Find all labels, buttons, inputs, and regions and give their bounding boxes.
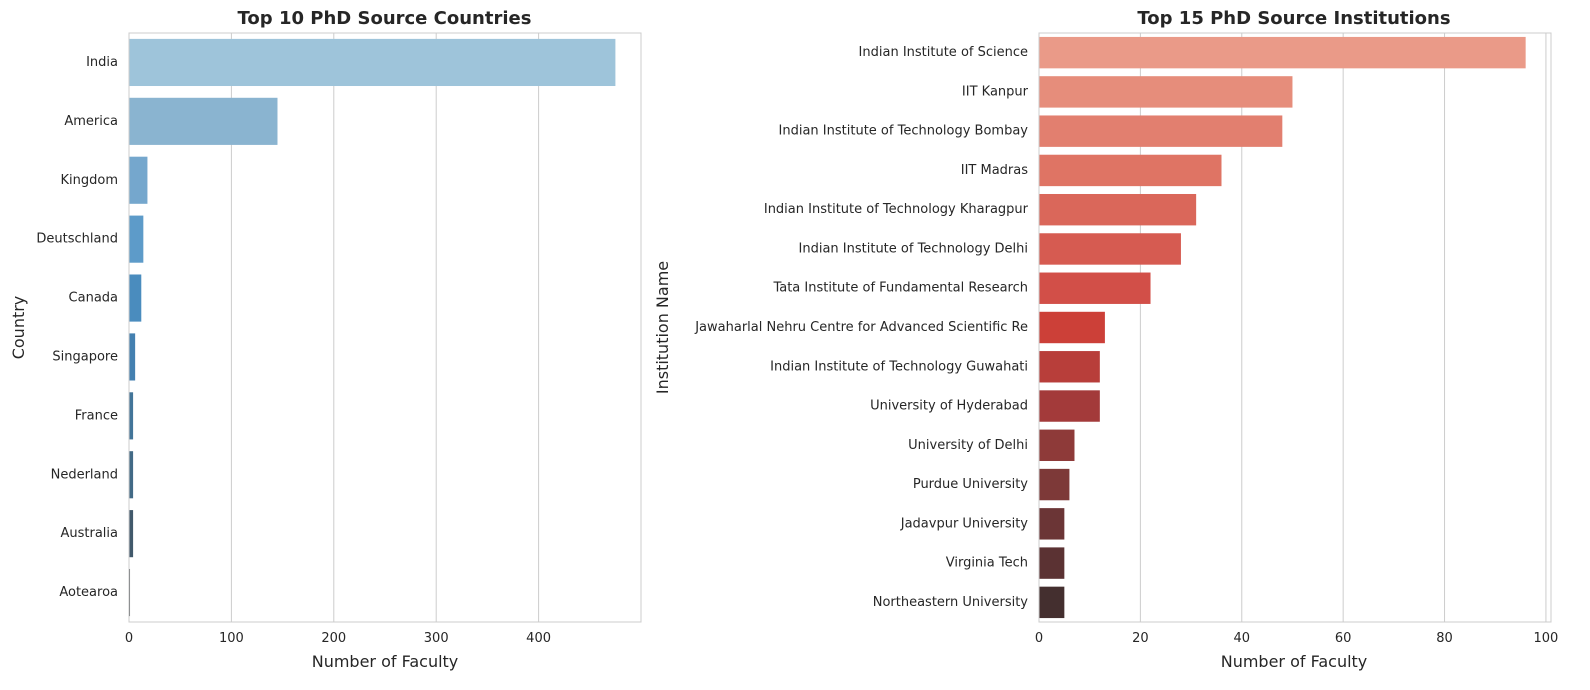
countries-bar	[129, 97, 278, 145]
institutions-bar	[1039, 390, 1100, 422]
institutions-y-tick-label: Indian Institute of Technology Guwahati	[770, 359, 1028, 374]
institutions-bar	[1039, 193, 1197, 226]
countries-gridlines	[230, 33, 540, 622]
institutions-plot-frame	[1038, 32, 1552, 623]
institutions-y-axis-label: Institution Name	[653, 261, 672, 394]
institutions-bars	[1039, 36, 1526, 619]
countries-y-tick-label: India	[86, 55, 118, 70]
institutions-y-tick-label: Indian Institute of Science	[859, 45, 1028, 60]
institutions-y-tick-label: Indian Institute of Technology Bombay	[779, 124, 1029, 139]
institutions-bar	[1039, 508, 1065, 540]
countries-y-tick-label: Singapore	[52, 349, 118, 364]
countries-y-tick-label: Kingdom	[61, 173, 119, 188]
institutions-x-axis-label: Number of Faculty	[1221, 652, 1368, 671]
institutions-bar	[1039, 272, 1151, 304]
countries-x-tick-label: 300	[424, 631, 449, 646]
institutions-bar	[1039, 547, 1065, 579]
institutions-x-tick-label: 0	[1035, 631, 1043, 646]
institutions-chart-title: Top 15 PhD Source Institutions	[1137, 8, 1450, 29]
institutions-x-tick-label: 100	[1534, 631, 1559, 646]
countries-bar	[129, 215, 144, 263]
institutions-bar	[1039, 76, 1293, 108]
countries-bars	[129, 38, 616, 617]
institutions-bar	[1039, 154, 1222, 187]
institutions-x-tick-label: 80	[1436, 631, 1453, 646]
institutions-y-tick-label: Purdue University	[913, 477, 1028, 492]
institutions-x-tick-label: 20	[1132, 631, 1149, 646]
countries-x-ticks: 0 100 200 300 400	[125, 631, 551, 646]
institutions-y-tick-label: Jadavpur University	[900, 516, 1029, 531]
institutions-y-ticks: Indian Institute of Science IIT Kanpur Ind…	[694, 45, 1028, 610]
institutions-y-tick-label: Jawaharlal Nehru Centre for Advanced Sci…	[694, 320, 1028, 335]
institutions-x-tick-label: 40	[1233, 631, 1250, 646]
institutions-y-tick-label: University of Hyderabad	[870, 399, 1028, 414]
institutions-bar	[1039, 311, 1105, 344]
institutions-bar	[1039, 429, 1075, 462]
institutions-y-tick-label: Northeastern University	[873, 595, 1029, 610]
institutions-bar	[1039, 233, 1181, 265]
countries-y-tick-label: Canada	[69, 291, 118, 306]
institutions-y-tick-label: Tata Institute of Fundamental Research	[772, 281, 1028, 296]
countries-y-tick-label: America	[64, 114, 118, 129]
institutions-bar	[1039, 586, 1065, 619]
institutions-chart: Top 15 PhD Source Institutions Indian In…	[653, 8, 1558, 671]
institutions-x-ticks: 0 20 40 60 80 100	[1035, 631, 1558, 646]
institutions-bar	[1039, 36, 1526, 69]
institutions-x-tick-label: 60	[1335, 631, 1352, 646]
countries-y-tick-label: France	[75, 408, 118, 423]
institutions-y-tick-label: Indian Institute of Technology Kharagpur	[764, 202, 1029, 217]
countries-x-axis-label: Number of Faculty	[312, 652, 459, 671]
institutions-bar	[1039, 351, 1100, 383]
countries-plot-frame	[128, 32, 642, 623]
countries-y-tick-label: Australia	[60, 526, 118, 541]
countries-x-tick-label: 200	[321, 631, 346, 646]
countries-bar	[129, 274, 142, 322]
countries-x-tick-label: 0	[125, 631, 133, 646]
countries-y-ticks: India America Kingdom Deutschland Canada Sing…	[36, 55, 118, 600]
countries-y-tick-label: Aotearoa	[59, 585, 118, 600]
countries-y-tick-label: Nederland	[51, 467, 118, 482]
institutions-y-tick-label: Indian Institute of Technology Delhi	[799, 241, 1028, 256]
institutions-bar	[1039, 115, 1283, 147]
countries-x-tick-label: 400	[526, 631, 551, 646]
countries-y-tick-label: Deutschland	[36, 232, 118, 247]
countries-bar	[129, 451, 134, 499]
countries-bar	[129, 510, 134, 558]
countries-bar	[129, 156, 148, 204]
institutions-y-tick-label: Virginia Tech	[946, 556, 1028, 571]
countries-bar	[129, 568, 131, 617]
countries-bar	[129, 38, 616, 87]
countries-chart: Top 10 PhD Source Countries India America…	[9, 8, 642, 671]
institutions-y-tick-label: IIT Kanpur	[962, 84, 1029, 99]
countries-bar	[129, 392, 134, 440]
countries-bar	[129, 333, 136, 381]
institutions-bar	[1039, 468, 1070, 501]
countries-chart-title: Top 10 PhD Source Countries	[238, 8, 532, 29]
institutions-y-tick-label: IIT Madras	[961, 163, 1028, 178]
institutions-y-tick-label: University of Delhi	[908, 438, 1028, 453]
countries-x-tick-label: 100	[219, 631, 244, 646]
countries-y-axis-label: Country	[9, 296, 28, 360]
